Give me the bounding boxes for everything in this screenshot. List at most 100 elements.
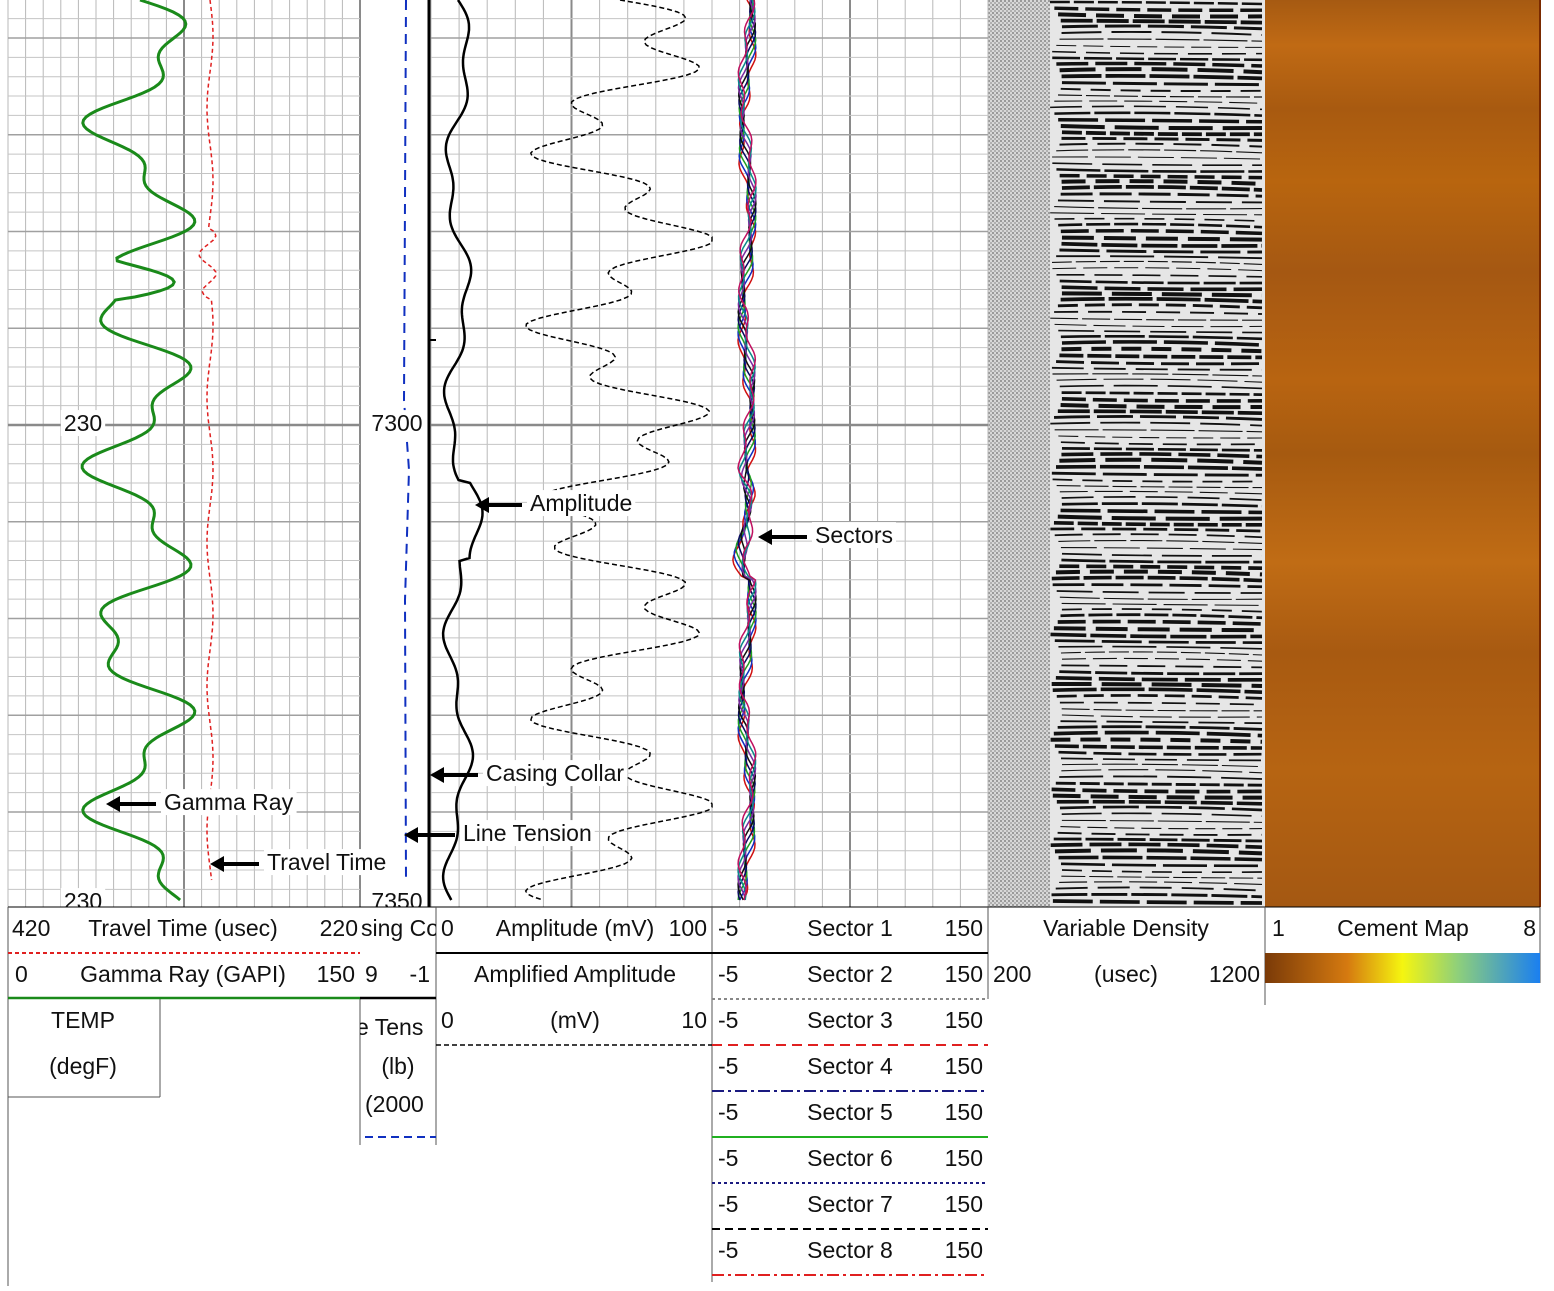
vdl-stripe bbox=[1051, 892, 1263, 899]
vdl-stripe bbox=[1061, 452, 1263, 459]
travel-time-curve bbox=[198, 0, 217, 881]
plot-label: Casing Collar bbox=[486, 760, 624, 786]
vdl-stripe bbox=[1059, 596, 1263, 600]
vdl-stripe bbox=[1049, 0, 1263, 6]
vdl-stripe bbox=[1058, 329, 1263, 334]
vdl-stripe bbox=[1059, 670, 1263, 676]
header-text: 1 bbox=[1272, 915, 1285, 941]
vdl-stripe bbox=[1060, 720, 1263, 725]
line-tension-curve bbox=[402, 0, 411, 881]
header-text: Sector 7 bbox=[807, 1191, 893, 1217]
vdl-stripe bbox=[1059, 564, 1263, 571]
header-text: Variable Density bbox=[1043, 915, 1209, 941]
header-text: -5 bbox=[718, 961, 738, 987]
vdl-stripe bbox=[1056, 378, 1263, 383]
vdl-stripe bbox=[1055, 675, 1263, 682]
vdl-stripe bbox=[1053, 520, 1263, 527]
vdl-stripe bbox=[1060, 334, 1263, 341]
vdl-stripe bbox=[1061, 136, 1263, 142]
vdl-stripe bbox=[1054, 100, 1263, 104]
vdl-stripe bbox=[1059, 805, 1263, 812]
header-text: -5 bbox=[718, 1237, 738, 1263]
vdl-stripe bbox=[1052, 687, 1263, 695]
vdl-stripe bbox=[1056, 799, 1263, 806]
header-text: (2000 bbox=[365, 1091, 424, 1117]
vdl-stripe bbox=[1061, 346, 1263, 354]
vdl-stripe bbox=[1050, 212, 1263, 216]
vdl-stripe bbox=[1055, 886, 1263, 892]
label-bg bbox=[264, 849, 390, 876]
vdl-stripe bbox=[1061, 558, 1263, 564]
header-text: (lb) bbox=[381, 1053, 414, 1079]
label-bg bbox=[527, 490, 636, 517]
header-text: Sector 6 bbox=[807, 1145, 893, 1171]
vdl-stripe bbox=[1057, 831, 1263, 836]
vdl-stripe bbox=[1055, 569, 1263, 577]
sector-curve bbox=[737, 0, 757, 901]
header-text: Amplitude (mV) bbox=[496, 915, 654, 941]
header-text: -5 bbox=[718, 915, 738, 941]
header-text: 420 bbox=[12, 915, 50, 941]
vdl-stripe bbox=[1052, 478, 1263, 483]
vdl-stripe bbox=[1054, 111, 1263, 117]
vdl-stripe bbox=[1060, 296, 1263, 304]
vdl-stripe bbox=[1059, 248, 1263, 254]
vdl-stripe bbox=[1056, 694, 1263, 700]
header-text: e Tens bbox=[356, 1014, 423, 1040]
label-bg bbox=[460, 820, 595, 847]
vdl-stripe bbox=[1061, 552, 1263, 557]
vdl-stripe bbox=[1061, 657, 1263, 662]
header-text: Sector 2 bbox=[807, 961, 893, 987]
vdl-stripe bbox=[1058, 94, 1263, 98]
header-text: 9 bbox=[365, 961, 378, 987]
vdl-stripe bbox=[1051, 787, 1263, 794]
header-text: Sector 5 bbox=[807, 1099, 893, 1125]
header-text: Cement Map bbox=[1337, 915, 1469, 941]
amplified-amplitude-curve bbox=[524, 0, 713, 901]
label-bg bbox=[60, 410, 106, 437]
vdl-stripe bbox=[1052, 267, 1263, 272]
header-text: Gamma Ray (GAPI) bbox=[80, 961, 286, 987]
vdl-stripe bbox=[1059, 279, 1263, 285]
vdl-stripe bbox=[1061, 664, 1263, 669]
vdl-stripe bbox=[1060, 547, 1263, 551]
vdl-stripe bbox=[1059, 881, 1263, 885]
header-text: 150 bbox=[945, 1099, 983, 1125]
label-bg bbox=[368, 410, 426, 437]
vdl-stripe bbox=[1051, 366, 1263, 371]
vdl-stripe bbox=[1060, 87, 1263, 93]
header-text: sing Co bbox=[361, 915, 439, 941]
vdl-stripe bbox=[1054, 744, 1263, 750]
vdl-stripe bbox=[1054, 310, 1263, 315]
vdl-stripe bbox=[1050, 527, 1263, 533]
vdl-stripe bbox=[1054, 6, 1263, 13]
label-bg bbox=[812, 522, 896, 549]
vdl-stripe bbox=[1056, 44, 1263, 48]
vdl-stripe bbox=[1056, 61, 1263, 68]
vdl-stripe bbox=[1058, 750, 1263, 756]
header-text: 8 bbox=[1523, 915, 1536, 941]
header: 420 Travel Time (usec) 220 0 Gamma Ray (GAPI… bbox=[0, 906, 1554, 1286]
vdl-stripe bbox=[1055, 781, 1263, 787]
vdl-stripe bbox=[1061, 391, 1263, 396]
header-text: 150 bbox=[945, 1145, 983, 1171]
header-text: Sector 3 bbox=[807, 1007, 893, 1033]
gamma-ray-curve bbox=[80, 0, 197, 902]
vdl-stripe bbox=[1061, 235, 1263, 242]
vdl-stripe bbox=[1056, 255, 1263, 260]
plot-label: Travel Time bbox=[267, 849, 386, 875]
sector-curve bbox=[737, 0, 757, 901]
vdl-stripe bbox=[1061, 608, 1263, 613]
header-text: (degF) bbox=[49, 1053, 117, 1079]
header-text: 200 bbox=[993, 961, 1031, 987]
vdl-stripe bbox=[1061, 74, 1263, 81]
vdl-stripe bbox=[1050, 632, 1263, 639]
vdl-stripe bbox=[1054, 217, 1263, 222]
vdl-stripe bbox=[1058, 645, 1263, 650]
vdl-stripe bbox=[1059, 38, 1263, 42]
vdl-stripe bbox=[1054, 429, 1263, 433]
header-text: 0 bbox=[441, 915, 454, 941]
